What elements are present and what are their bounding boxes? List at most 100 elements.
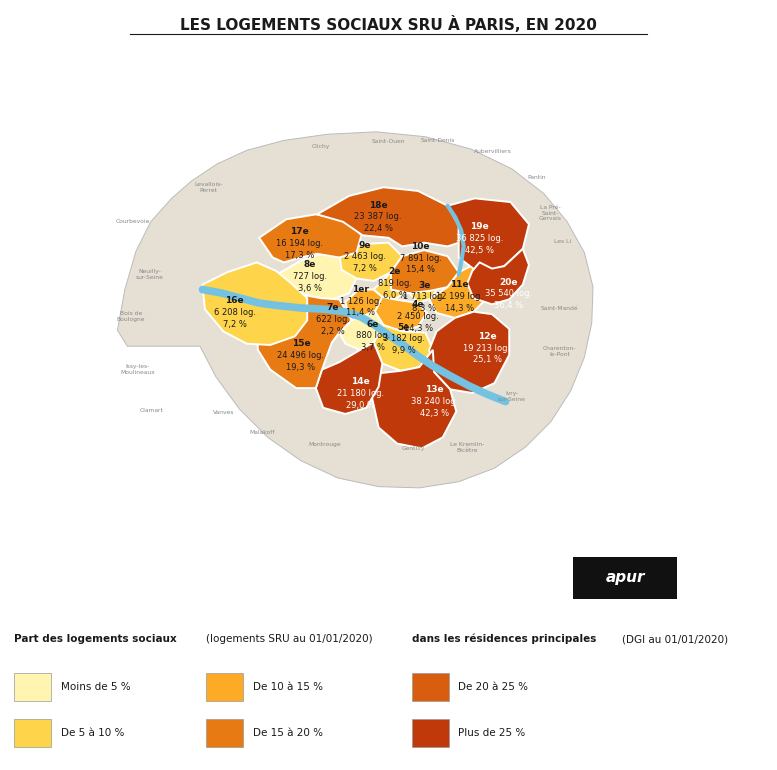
Text: Malakoff: Malakoff xyxy=(249,430,275,435)
Polygon shape xyxy=(117,132,593,488)
FancyBboxPatch shape xyxy=(14,719,51,747)
Text: 11,4 %: 11,4 % xyxy=(347,309,375,317)
Polygon shape xyxy=(315,343,382,414)
Text: 2e: 2e xyxy=(388,267,401,276)
Polygon shape xyxy=(317,187,458,246)
Text: Saint-Denis: Saint-Denis xyxy=(420,138,455,143)
Polygon shape xyxy=(374,273,409,300)
Polygon shape xyxy=(429,312,509,393)
Text: 3 182 log.: 3 182 log. xyxy=(383,334,425,343)
Text: 13e: 13e xyxy=(425,386,444,394)
Text: De 5 à 10 %: De 5 à 10 % xyxy=(61,728,124,738)
Text: 2 463 log.: 2 463 log. xyxy=(344,253,386,261)
Polygon shape xyxy=(340,243,402,281)
Text: 22,4 %: 22,4 % xyxy=(364,224,392,233)
Polygon shape xyxy=(203,263,307,345)
Text: 21 180 log.: 21 180 log. xyxy=(337,389,385,398)
Text: 42,3 %: 42,3 % xyxy=(420,409,449,418)
Text: 7,2 %: 7,2 % xyxy=(222,320,246,329)
Text: Levallois-
Perret: Levallois- Perret xyxy=(194,182,223,192)
FancyBboxPatch shape xyxy=(14,673,51,701)
Text: 1 126 log.: 1 126 log. xyxy=(340,296,382,306)
Text: Clamart: Clamart xyxy=(139,408,163,413)
Text: LES LOGEMENTS SOCIAUX SRU À PARIS, EN 2020: LES LOGEMENTS SOCIAUX SRU À PARIS, EN 20… xyxy=(180,16,597,33)
Text: De 15 à 20 %: De 15 à 20 % xyxy=(253,728,322,738)
Text: Vanves: Vanves xyxy=(213,410,234,415)
Text: 12 199 log.: 12 199 log. xyxy=(436,292,483,301)
FancyBboxPatch shape xyxy=(573,557,677,599)
Polygon shape xyxy=(371,350,456,448)
Text: Courbevoie: Courbevoie xyxy=(116,219,150,224)
Text: 19e: 19e xyxy=(470,223,489,231)
Text: 7,2 %: 7,2 % xyxy=(354,264,377,273)
Text: 1 713 log.: 1 713 log. xyxy=(403,293,445,301)
Text: 9,9 %: 9,9 % xyxy=(392,346,416,355)
Polygon shape xyxy=(375,297,427,331)
Text: 7e: 7e xyxy=(327,303,340,313)
Text: Moins de 5 %: Moins de 5 % xyxy=(61,682,131,691)
Text: 14e: 14e xyxy=(351,377,370,387)
Text: dans les résidences principales: dans les résidences principales xyxy=(412,634,596,644)
Text: Part des logements sociaux: Part des logements sociaux xyxy=(14,634,176,644)
Text: 14,3 %: 14,3 % xyxy=(444,303,474,313)
Polygon shape xyxy=(407,273,439,303)
Text: Bois de
Boulogne: Bois de Boulogne xyxy=(117,311,145,322)
Text: 16 194 log.: 16 194 log. xyxy=(276,239,322,248)
FancyBboxPatch shape xyxy=(206,673,243,701)
Text: 6,0 %: 6,0 % xyxy=(383,290,406,300)
Text: 18e: 18e xyxy=(369,201,388,209)
Text: Aubervilliers: Aubervilliers xyxy=(474,149,512,154)
Text: 36,4 %: 36,4 % xyxy=(494,301,523,310)
Text: 17,3 %: 17,3 % xyxy=(284,250,314,259)
Text: 3e: 3e xyxy=(418,281,430,290)
Text: 727 log.: 727 log. xyxy=(293,272,326,281)
Text: (logements SRU au 01/01/2020): (logements SRU au 01/01/2020) xyxy=(206,634,372,644)
Text: La Pré-
Saint-
Gervais: La Pré- Saint- Gervais xyxy=(538,205,561,222)
Text: 10e: 10e xyxy=(411,242,430,251)
Text: 4e: 4e xyxy=(412,300,424,310)
Text: 11e: 11e xyxy=(450,280,469,289)
Text: Issy-les-
Moulineaux: Issy-les- Moulineaux xyxy=(120,364,155,375)
Polygon shape xyxy=(340,312,384,350)
Text: 24 496 log.: 24 496 log. xyxy=(277,351,325,360)
Text: 3,6 %: 3,6 % xyxy=(298,284,322,293)
Text: 38 240 log.: 38 240 log. xyxy=(411,397,458,406)
Text: Ivry-
sur-Seine: Ivry- sur-Seine xyxy=(498,391,525,402)
Text: 7 891 log.: 7 891 log. xyxy=(399,253,441,263)
Text: 19 213 log.: 19 213 log. xyxy=(464,343,510,353)
Text: 17e: 17e xyxy=(290,227,308,236)
Text: Montrouge: Montrouge xyxy=(308,442,341,447)
Text: 6 208 log.: 6 208 log. xyxy=(214,308,256,316)
Text: 29,0 %: 29,0 % xyxy=(347,401,375,410)
FancyBboxPatch shape xyxy=(412,673,449,701)
Polygon shape xyxy=(346,290,382,316)
Text: 12e: 12e xyxy=(478,332,497,341)
Text: 8,3 %: 8,3 % xyxy=(413,304,436,313)
Text: 3,7 %: 3,7 % xyxy=(361,343,385,352)
Text: 25,1 %: 25,1 % xyxy=(472,355,502,364)
Polygon shape xyxy=(391,250,458,293)
Text: 15e: 15e xyxy=(291,340,310,348)
Text: Saint-Ouen: Saint-Ouen xyxy=(371,139,406,144)
Polygon shape xyxy=(277,253,357,300)
Text: Clichy: Clichy xyxy=(312,144,330,149)
Polygon shape xyxy=(467,249,529,304)
Polygon shape xyxy=(260,214,361,263)
Text: 20e: 20e xyxy=(500,278,517,286)
FancyBboxPatch shape xyxy=(206,719,243,747)
Text: De 10 à 15 %: De 10 à 15 % xyxy=(253,682,322,691)
Text: 9e: 9e xyxy=(359,241,371,249)
Text: 42,5 %: 42,5 % xyxy=(465,246,494,255)
Polygon shape xyxy=(448,199,529,273)
Text: 5e: 5e xyxy=(398,323,410,332)
Text: Les Li: Les Li xyxy=(554,239,571,244)
Text: Plus de 25 %: Plus de 25 % xyxy=(458,728,526,738)
Text: 2 450 log.: 2 450 log. xyxy=(397,312,439,321)
Polygon shape xyxy=(429,263,492,318)
Text: 15,4 %: 15,4 % xyxy=(406,266,435,274)
Text: 880 log.: 880 log. xyxy=(356,331,390,340)
Polygon shape xyxy=(256,296,351,388)
Text: 14,3 %: 14,3 % xyxy=(403,324,433,333)
Polygon shape xyxy=(307,300,351,343)
Polygon shape xyxy=(374,325,433,371)
